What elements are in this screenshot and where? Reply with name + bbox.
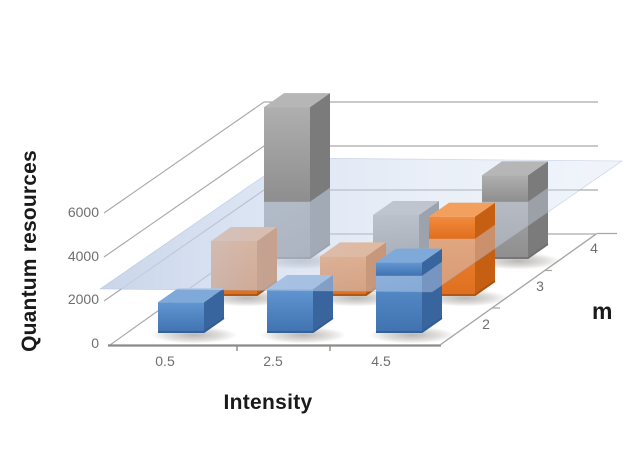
bar-front-m=2-x2.5 [267, 289, 313, 333]
bar-poke-front-m=2-x4.5 [376, 262, 422, 276]
x-tick-2.5: 2.5 [263, 353, 283, 369]
x-axis-title: Intensity [223, 391, 313, 414]
bar-poke-top-m=4-x0.5 [264, 93, 330, 108]
bar-poke-side-m=3-x4.5 [475, 202, 495, 239]
bar-poke-side-m=2-x4.5 [422, 248, 442, 276]
y-tick-4000: 4000 [67, 248, 99, 264]
gridline-6000 [103, 101, 598, 214]
bar-poke-front-m=3-x4.5 [429, 216, 475, 239]
x-tick-4.5: 4.5 [371, 353, 391, 369]
bar-poke-front-m=4-x4.5 [482, 175, 528, 202]
bar-base-edge-m=2-x2.5 [267, 317, 334, 333]
bar-front-m=2-x0.5 [158, 302, 204, 333]
bar-base-edge-m=2-x0.5 [158, 317, 225, 333]
bar-base-edge-m=2-x4.5 [376, 317, 443, 333]
z-axis-line [439, 232, 617, 346]
z-tick-2: 2 [482, 316, 490, 332]
y-tick-2000: 2000 [67, 291, 99, 307]
z-tick-3: 3 [536, 278, 544, 294]
bar-poke-side-m=4-x4.5 [528, 161, 548, 202]
y-tick-0: 0 [91, 335, 99, 351]
y-tick-6000: 6000 [67, 204, 99, 220]
bar-poke-front-m=4-x0.5 [264, 107, 310, 202]
bar-poke-top-m=4-x4.5 [482, 161, 548, 176]
bar-poke-top-m=2-x4.5 [376, 248, 442, 263]
x-tick-0.5: 0.5 [155, 353, 175, 369]
bar-top-m=2-x0.5 [158, 288, 224, 303]
bar-poke-top-m=3-x4.5 [429, 202, 495, 217]
z-axis-title: m [592, 298, 613, 324]
bar-poke-side-m=4-x0.5 [310, 93, 330, 202]
x-axis-ticks [236, 346, 331, 351]
z-tick-4: 4 [590, 240, 598, 256]
bar-base-edge-m=4-x4.5 [482, 243, 549, 259]
bar-base-edge-m=3-x4.5 [429, 280, 496, 296]
y-axis-title: Quantum resources [18, 150, 41, 352]
